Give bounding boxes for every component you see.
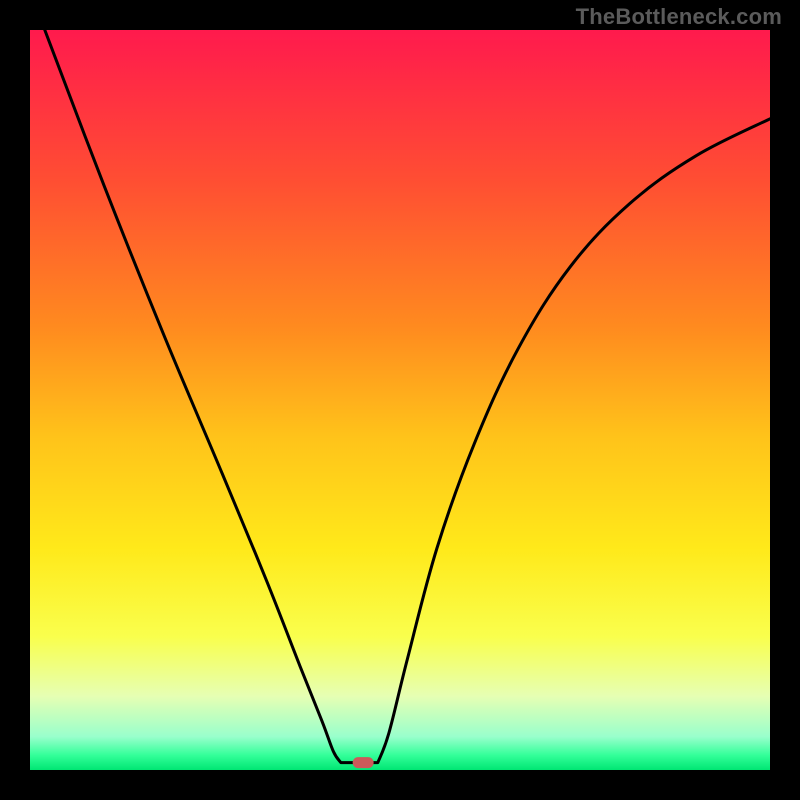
trough-marker (353, 757, 374, 769)
plot-area (30, 30, 770, 770)
watermark-text: TheBottleneck.com (576, 4, 782, 30)
bottleneck-curve (30, 30, 770, 770)
chart-frame: TheBottleneck.com (0, 0, 800, 800)
